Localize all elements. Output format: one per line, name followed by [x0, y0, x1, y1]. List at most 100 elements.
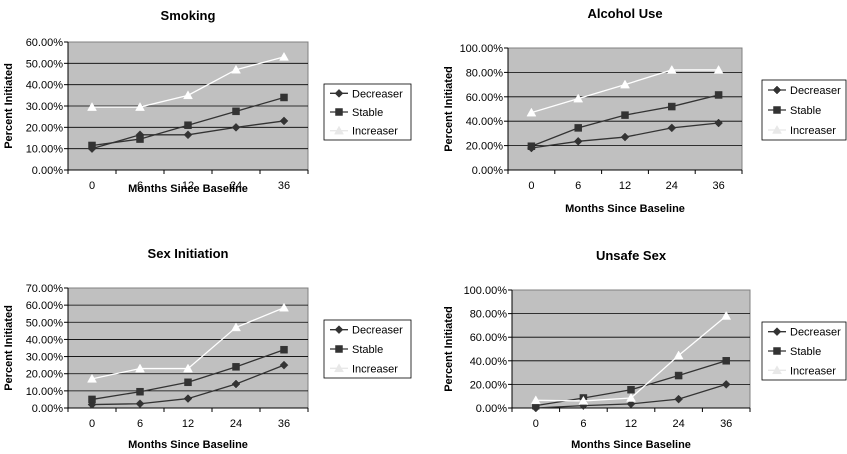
- series-decreaser: [87, 116, 289, 154]
- data-point: [183, 363, 193, 373]
- data-point: [184, 121, 192, 129]
- data-point: [232, 107, 240, 116]
- data-point: [527, 142, 536, 150]
- x-tick-label: 12: [619, 180, 631, 192]
- data-point: [231, 322, 241, 332]
- x-axis-label: Months Since Baseline: [128, 439, 248, 451]
- y-tick-label: 20.00%: [26, 122, 64, 134]
- data-point: [674, 394, 683, 404]
- data-point: [721, 380, 731, 389]
- chart-panel-2: 0.00% 20.00% 40.00% 60.00% 80.00% 100.00% 0 6 12…: [443, 6, 847, 215]
- chart-panel-1: 0.00% 10.00% 20.00% 30.00% 40.00% 50.00% 60.00…: [3, 8, 412, 195]
- y-tick-label: 80.00%: [470, 309, 508, 321]
- legend-item-stable: Stable: [330, 344, 383, 356]
- legend: Decreaser Stable Increaser: [323, 319, 412, 379]
- x-tick-label: 36: [278, 418, 290, 430]
- y-tick-label: 0.00%: [476, 403, 507, 415]
- x-axis-label: Months Since Baseline: [565, 203, 685, 215]
- y-tick-label: 40.00%: [470, 356, 508, 368]
- y-tick-label: 60.00%: [470, 332, 508, 344]
- legend-marker: [335, 108, 343, 116]
- data-point: [279, 116, 289, 126]
- x-tick-label: 12: [625, 418, 637, 430]
- data-point: [674, 371, 683, 380]
- y-tick-label: 0.00%: [472, 165, 503, 177]
- legend-marker: [772, 365, 782, 375]
- legend-marker: [772, 124, 782, 134]
- x-tick-label: 24: [672, 418, 684, 430]
- legend-label: Decreaser: [352, 325, 403, 337]
- data-point: [88, 141, 96, 150]
- y-tick-label: 10.00%: [26, 386, 64, 398]
- data-point: [722, 357, 730, 365]
- legend-label: Increaser: [790, 125, 836, 137]
- data-point: [620, 132, 630, 142]
- y-tick-label: 80.00%: [466, 67, 504, 79]
- legend-item-decreaser: Decreaser: [768, 85, 841, 97]
- legend-marker: [334, 88, 344, 98]
- y-tick-label: 50.00%: [26, 58, 64, 70]
- legend-item-increaser: Increaser: [768, 365, 836, 377]
- legend-marker: [772, 85, 782, 95]
- data-point: [183, 394, 193, 403]
- legend-label: Decreaser: [790, 327, 841, 339]
- x-tick-label: 0: [533, 418, 539, 430]
- series-increaser: [87, 51, 289, 111]
- data-point: [136, 387, 144, 396]
- x-tick-label: 6: [137, 418, 143, 430]
- series-stable: [527, 91, 723, 150]
- legend-label: Stable: [790, 105, 821, 117]
- data-point: [280, 345, 288, 354]
- data-point: [578, 395, 589, 405]
- chart-panel-3: 0.00% 10.00% 20.00% 30.00% 40.00% 50.00% 60.00…: [3, 246, 412, 451]
- legend-label: Increaser: [790, 365, 836, 377]
- plot-area: [67, 287, 309, 409]
- y-tick-label: 40.00%: [26, 80, 64, 92]
- data-point: [231, 379, 241, 389]
- legend-label: Stable: [790, 346, 821, 358]
- y-tick-label: 0.00%: [32, 403, 63, 415]
- y-tick-label: 20.00%: [470, 379, 508, 391]
- data-point: [279, 51, 289, 61]
- data-point: [668, 102, 676, 111]
- chart-panel-4: 0.00% 20.00% 40.00% 60.00% 80.00% 100.00% 0 6 12…: [443, 248, 847, 451]
- chart-title: Unsafe Sex: [596, 248, 667, 263]
- x-tick-label: 0: [89, 180, 95, 192]
- legend-label: Stable: [352, 344, 383, 356]
- data-point: [573, 136, 583, 146]
- y-tick-label: 100.00%: [464, 285, 508, 297]
- y-tick-label: 20.00%: [26, 369, 64, 381]
- series-increaser: [530, 310, 732, 405]
- plot-area: [507, 47, 743, 171]
- legend-marker: [772, 327, 782, 337]
- y-tick-label: 40.00%: [466, 116, 504, 128]
- x-tick-label: 6: [575, 180, 581, 192]
- x-axis-label: Months Since Baseline: [128, 183, 248, 195]
- data-point: [88, 395, 96, 404]
- data-point: [713, 64, 724, 74]
- y-tick-label: 50.00%: [26, 317, 64, 329]
- data-point: [280, 93, 288, 102]
- legend-marker: [334, 125, 344, 135]
- legend: Decreaser Stable Increaser: [761, 79, 847, 141]
- data-point: [135, 363, 145, 373]
- data-point: [136, 135, 144, 143]
- data-point: [184, 378, 192, 387]
- y-tick-label: 20.00%: [466, 141, 504, 153]
- legend-item-decreaser: Decreaser: [330, 88, 403, 100]
- y-tick-label: 70.00%: [26, 283, 64, 295]
- legend-marker: [334, 363, 344, 373]
- data-point: [673, 350, 684, 360]
- legend-label: Decreaser: [790, 85, 841, 97]
- legend-item-stable: Stable: [330, 107, 383, 119]
- legend-label: Increaser: [352, 126, 398, 138]
- y-axis-label: Percent Initiated: [443, 306, 455, 392]
- data-point: [714, 118, 723, 128]
- chart-title: Smoking: [161, 8, 216, 23]
- series-stable: [88, 93, 288, 150]
- y-tick-label: 0.00%: [32, 165, 63, 177]
- series-increaser: [87, 302, 289, 383]
- legend-item-increaser: Increaser: [768, 124, 836, 137]
- data-point: [526, 107, 537, 117]
